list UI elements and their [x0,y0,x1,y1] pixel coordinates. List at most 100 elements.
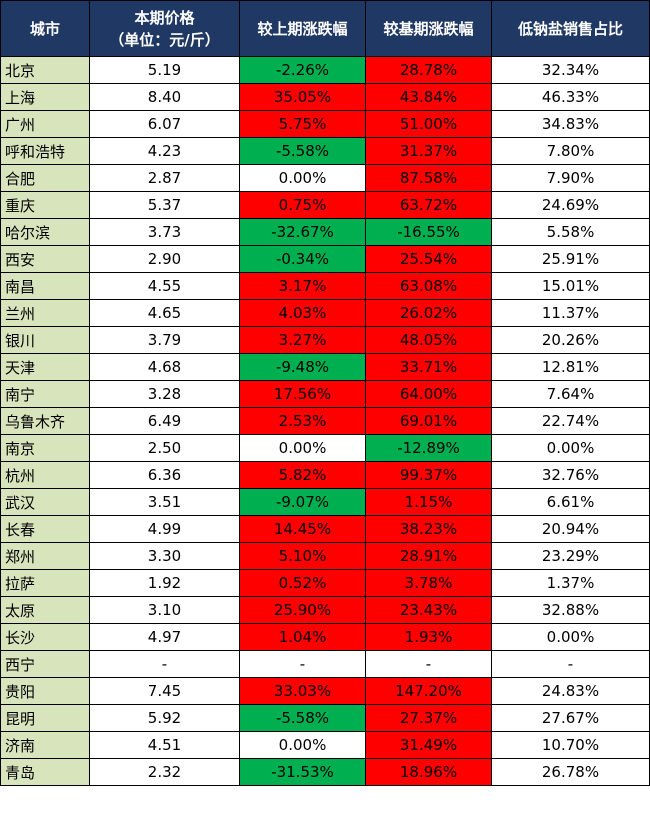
value-cell: -9.48% [239,353,366,381]
table-row: 济南 4.51 0.00% 31.49% 10.70% [0,731,650,759]
value-cell: 5.10% [239,542,366,570]
value-cell: 3.10 [89,596,240,624]
value-cell: 12.81% [491,353,650,381]
value-cell: 4.55 [89,272,240,300]
value-cell: 23.43% [365,596,492,624]
value-cell: 43.84% [365,83,492,111]
table-row: 南京 2.50 0.00% -12.89% 0.00% [0,434,650,462]
table-row: 长春 4.99 14.45% 38.23% 20.94% [0,515,650,543]
city-cell: 乌鲁木齐 [0,407,90,435]
value-cell: 33.03% [239,677,366,705]
value-cell: 6.61% [491,488,650,516]
value-cell: 99.37% [365,461,492,489]
value-cell: 63.08% [365,272,492,300]
city-cell: 西宁 [0,650,90,678]
value-cell: 27.37% [365,704,492,732]
table-row: 兰州 4.65 4.03% 26.02% 11.37% [0,299,650,327]
table-row: 北京 5.19 -2.26% 28.78% 32.34% [0,56,650,84]
value-cell: 34.83% [491,110,650,138]
city-cell: 银川 [0,326,90,354]
city-cell: 郑州 [0,542,90,570]
value-cell: 33.71% [365,353,492,381]
header-text: （单位：元/斤） [109,30,220,49]
table-row: 郑州 3.30 5.10% 28.91% 23.29% [0,542,650,570]
table-row: 西安 2.90 -0.34% 25.54% 25.91% [0,245,650,273]
table-row: 青岛 2.32 -31.53% 18.96% 26.78% [0,758,650,786]
city-cell: 兰州 [0,299,90,327]
city-cell: 西安 [0,245,90,273]
table-body: 北京 5.19 -2.26% 28.78% 32.34% 上海 8.40 35.05% 43.8… [0,56,650,786]
table-row: 哈尔滨 3.73 -32.67% -16.55% 5.58% [0,218,650,246]
value-cell: 28.78% [365,56,492,84]
value-cell: 4.97 [89,623,240,651]
table-row: 南宁 3.28 17.56% 64.00% 7.64% [0,380,650,408]
table-row: 贵阳 7.45 33.03% 147.20% 24.83% [0,677,650,705]
value-cell: 8.40 [89,83,240,111]
value-cell: 5.82% [239,461,366,489]
value-cell: 3.51 [89,488,240,516]
table-row: 昆明 5.92 -5.58% 27.37% 27.67% [0,704,650,732]
header-row: 城市 本期价格 （单位：元/斤） 较上期涨跌幅 较基期涨跌幅 低钠盐销售占比 [0,0,650,57]
header-cell: 城市 [0,0,90,57]
value-cell: -16.55% [365,218,492,246]
table-row: 南昌 4.55 3.17% 63.08% 15.01% [0,272,650,300]
value-cell: 0.00% [239,164,366,192]
value-cell: 63.72% [365,191,492,219]
value-cell: 4.68 [89,353,240,381]
value-cell: 3.17% [239,272,366,300]
table-row: 太原 3.10 25.90% 23.43% 32.88% [0,596,650,624]
value-cell: 3.27% [239,326,366,354]
city-cell: 昆明 [0,704,90,732]
city-cell: 北京 [0,56,90,84]
city-cell: 太原 [0,596,90,624]
value-cell: 87.58% [365,164,492,192]
city-cell: 拉萨 [0,569,90,597]
value-cell: -12.89% [365,434,492,462]
header-text: 本期价格 [134,8,195,27]
table-row: 银川 3.79 3.27% 48.05% 20.26% [0,326,650,354]
city-cell: 青岛 [0,758,90,786]
value-cell: 5.37 [89,191,240,219]
value-cell: -31.53% [239,758,366,786]
value-cell: -0.34% [239,245,366,273]
value-cell: 25.91% [491,245,650,273]
value-cell: 1.04% [239,623,366,651]
city-cell: 杭州 [0,461,90,489]
table-row: 乌鲁木齐 6.49 2.53% 69.01% 22.74% [0,407,650,435]
value-cell: 5.92 [89,704,240,732]
value-cell: 25.90% [239,596,366,624]
header-text: 城市 [29,19,60,38]
value-cell: 7.64% [491,380,650,408]
value-cell: 0.00% [239,731,366,759]
table-row: 长沙 4.97 1.04% 1.93% 0.00% [0,623,650,651]
value-cell: 27.67% [491,704,650,732]
table-row: 合肥 2.87 0.00% 87.58% 7.90% [0,164,650,192]
value-cell: 3.28 [89,380,240,408]
value-cell: 4.99 [89,515,240,543]
value-cell: 32.34% [491,56,650,84]
value-cell: 51.00% [365,110,492,138]
city-cell: 天津 [0,353,90,381]
value-cell: 3.30 [89,542,240,570]
value-cell: 0.00% [239,434,366,462]
value-cell: 3.78% [365,569,492,597]
table-row: 杭州 6.36 5.82% 99.37% 32.76% [0,461,650,489]
value-cell: 17.56% [239,380,366,408]
table-row: 广州 6.07 5.75% 51.00% 34.83% [0,110,650,138]
value-cell: 24.83% [491,677,650,705]
value-cell: 22.74% [491,407,650,435]
value-cell: 11.37% [491,299,650,327]
value-cell: -9.07% [239,488,366,516]
value-cell: - [365,650,492,678]
value-cell: 5.19 [89,56,240,84]
value-cell: 20.26% [491,326,650,354]
city-cell: 南昌 [0,272,90,300]
city-cell: 长沙 [0,623,90,651]
value-cell: 1.93% [365,623,492,651]
value-cell: 4.23 [89,137,240,165]
value-cell: 26.02% [365,299,492,327]
city-cell: 长春 [0,515,90,543]
table-row: 上海 8.40 35.05% 43.84% 46.33% [0,83,650,111]
city-cell: 合肥 [0,164,90,192]
